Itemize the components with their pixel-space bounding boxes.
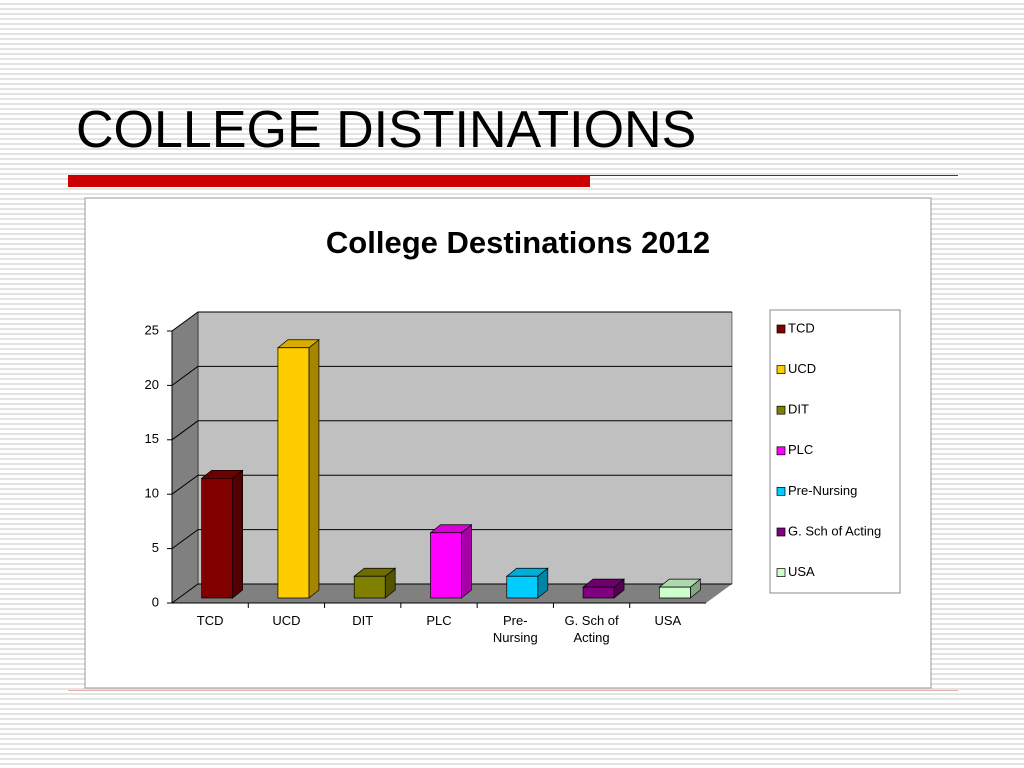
x-tick-label: USA [654,613,682,628]
bar-front [277,347,310,599]
y-tick-label: 5 [152,540,159,555]
legend-label: PLC [788,442,813,457]
x-tick-label: TCD [196,613,224,628]
grid-line [171,583,732,604]
y-tick-label: 0 [152,594,159,609]
bar-front [582,586,615,599]
x-tick-label: G. Sch of Acting [564,613,619,645]
y-tick-label: 15 [145,431,159,446]
grid-line [171,365,732,386]
bar-side [232,469,243,599]
legend-label: USA [788,564,815,579]
legend-swatch [776,324,786,334]
footer-rule [68,690,958,691]
bar-front [430,532,462,599]
bar-side [461,523,472,599]
legend-swatch [776,527,786,537]
legend [769,309,901,594]
bar-front [353,575,386,599]
side-wall [171,311,199,604]
bar [658,578,702,599]
bar [429,523,473,599]
grid-line [171,311,732,332]
x-tick-label: UCD [272,613,301,628]
slide-title: COLLEGE DISTINATIONS [76,101,697,159]
legend-label: DIT [788,402,809,417]
x-tick-label: DIT [352,613,374,628]
legend-swatch [776,446,786,456]
legend-swatch [776,568,786,577]
legend-label: G. Sch of Acting [788,523,881,538]
legend-label: UCD [788,361,816,376]
x-tick-label: PLC [426,613,452,628]
bar [582,578,626,599]
bar [200,469,244,599]
legend-swatch [776,405,786,415]
bar [505,567,549,599]
bar-front [506,575,539,599]
bar [276,339,320,599]
title-underline [68,175,590,187]
bar-front [201,477,233,599]
chart-title: College Destinations 2012 [326,225,710,260]
y-tick-label: 20 [145,377,159,392]
bar-front [659,586,691,599]
legend-label: TCD [788,320,815,335]
bar [353,567,397,599]
title-rule [590,175,958,176]
grid-line [171,420,732,441]
grid-line [171,529,732,550]
y-tick-label: 25 [145,322,159,337]
bar-side [308,339,320,599]
grid-line [171,474,732,495]
legend-swatch [776,365,786,374]
legend-swatch [776,487,786,496]
y-tick-label: 10 [145,486,159,501]
x-tick-label: Pre-Nursing [492,613,538,645]
legend-label: Pre-Nursing [788,483,857,498]
